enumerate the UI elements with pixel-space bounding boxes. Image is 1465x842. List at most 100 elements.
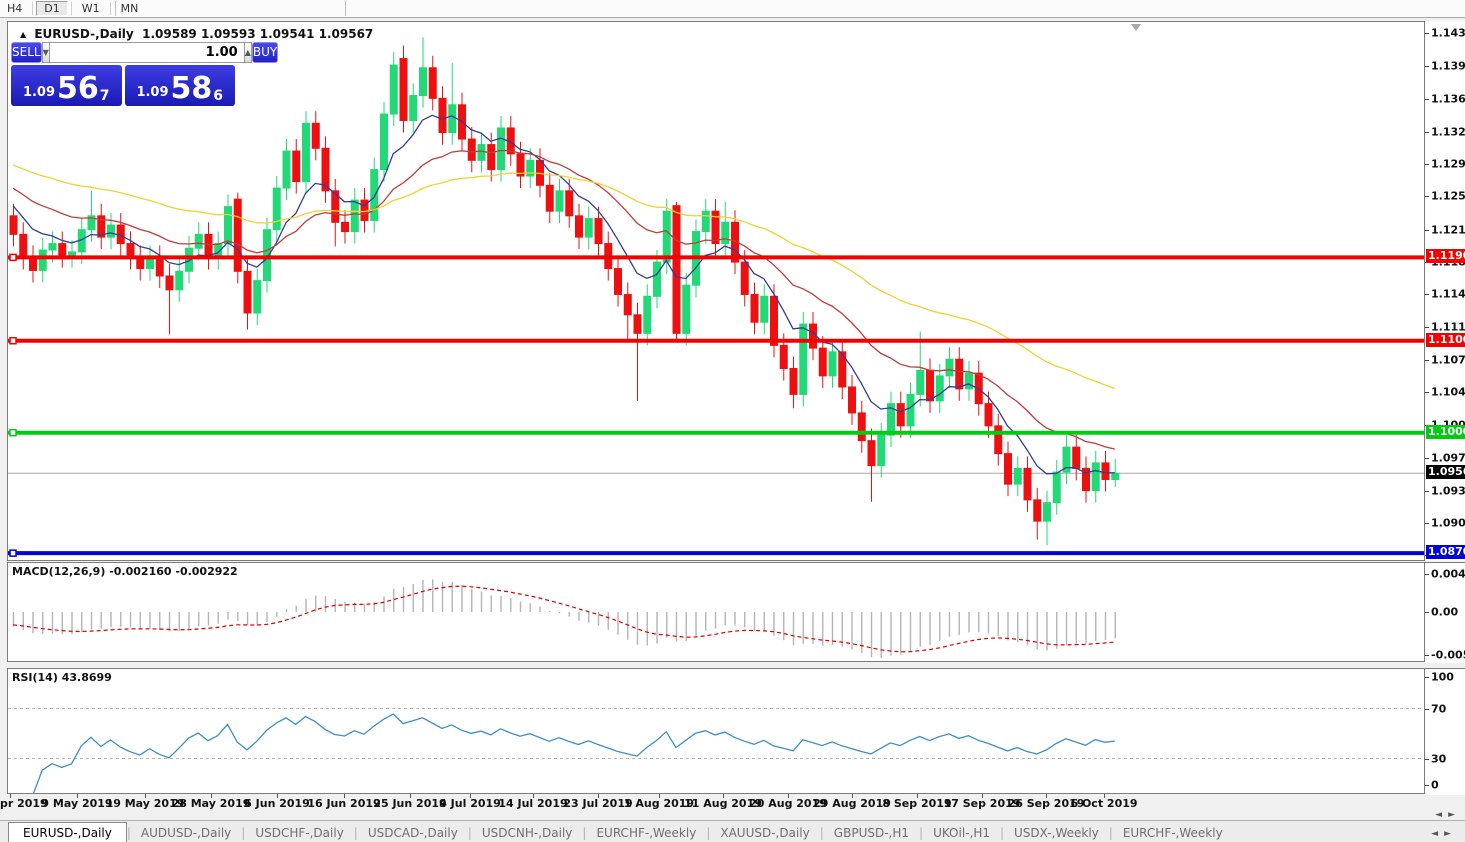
volume-input[interactable]	[49, 42, 244, 63]
rsi-axis-label: 30	[1431, 752, 1447, 765]
price-chart-pane[interactable]: ▲ EURUSD-,Daily 1.09589 1.09593 1.09541 …	[7, 21, 1425, 561]
chart-title: ▲ EURUSD-,Daily 1.09589 1.09593 1.09541 …	[20, 27, 373, 41]
timeframe-button-d1[interactable]: D1	[36, 1, 68, 16]
date-tick	[277, 794, 278, 798]
macd-axis-label: 0.00	[1431, 605, 1459, 619]
sell-price-button[interactable]: 1.09 56 7	[11, 65, 122, 106]
rsi-indicator-pane[interactable]: RSI(14) 43.8699	[7, 668, 1425, 794]
chart-tab-eurusd-daily[interactable]: EURUSD-,Daily	[8, 822, 127, 842]
price-axis: 1.14310 1.13960 1.13600 1.13250 1.12900 1.125…	[1425, 21, 1465, 562]
volume-increase-icon[interactable]: ▲	[243, 42, 252, 63]
rsi-axis-label: 0	[1431, 778, 1439, 792]
toolbar-divider	[32, 2, 34, 15]
price-line-badge: 1.08704	[1426, 545, 1465, 560]
date-tick	[145, 794, 146, 798]
date-tick	[788, 794, 789, 798]
date-axis-label: 16 Jun 2019	[307, 797, 381, 810]
rsi-axis-label: 70	[1431, 702, 1447, 715]
macd-axis-label: -0.005205	[1431, 648, 1465, 662]
chart-tab-usdcad-daily[interactable]: USDCAD-,Daily	[367, 826, 458, 840]
axis-tick	[1425, 655, 1429, 656]
date-tick	[10, 794, 11, 798]
date-axis-label: 25 Jun 2019	[373, 797, 447, 810]
date-axis-label: 28 May 2019	[171, 797, 251, 810]
price-line-badge: 1.10006	[1426, 424, 1465, 439]
scroll-right-icon[interactable]: ►	[1448, 810, 1461, 820]
date-axis-label: 6 Jun 2019	[244, 797, 310, 810]
buy-price-button[interactable]: 1.09 58 6	[124, 65, 235, 106]
sell-button[interactable]: SELL	[11, 42, 42, 63]
symbol-label: EURUSD-,Daily	[34, 27, 134, 41]
buy-button[interactable]: BUY	[251, 42, 279, 63]
toolbar-divider	[345, 1, 346, 16]
price-axis-label: 1.09370	[1431, 484, 1465, 498]
tab-separator: |	[241, 826, 246, 840]
macd-axis-label: 0.004536	[1431, 567, 1465, 581]
rsi-chart[interactable]	[8, 669, 1424, 793]
collapse-panel-icon[interactable]: ▲	[20, 30, 27, 39]
candlestick-chart[interactable]	[8, 22, 1424, 560]
chart-tab-usdx-weekly[interactable]: USDX-,Weekly	[1014, 826, 1099, 840]
axis-tick	[1425, 294, 1429, 296]
date-axis-label: 17 Sep 2019	[943, 797, 1021, 810]
axis-tick	[1425, 65, 1429, 67]
tabs-scroll-left-icon[interactable]: ◄	[1431, 829, 1445, 839]
chart-tab-eurchf-weekly[interactable]: EURCHF-,Weekly	[596, 826, 697, 840]
price-axis-label: 1.10780	[1431, 353, 1465, 367]
date-axis-label: 11 Aug 2019	[684, 797, 762, 810]
axis-tick	[1425, 196, 1429, 198]
toolbar-divider	[70, 2, 72, 15]
date-axis-label: 23 Jul 2019	[563, 797, 633, 810]
date-axis-label: 4 Jul 2019	[439, 797, 501, 810]
date-tick	[723, 794, 724, 798]
date-tick	[1046, 794, 1047, 798]
axis-tick	[1425, 708, 1429, 710]
scroll-left-icon[interactable]: ◄	[1435, 810, 1449, 820]
chart-tab-gbpusd-h1[interactable]: GBPUSD-,H1	[833, 826, 910, 840]
timeframe-button-h4[interactable]: H4	[7, 2, 23, 15]
price-axis-label: 1.11140	[1431, 320, 1465, 334]
price-axis-label: 1.11490	[1431, 287, 1465, 301]
chart-tab-audusd-daily[interactable]: AUDUSD-,Daily	[140, 826, 232, 840]
tab-separator: |	[126, 826, 131, 840]
chart-tabs-bar: EURUSD-,Daily | AUDUSD-,Daily | USDCHF-,Dail…	[0, 820, 1465, 842]
chart-tab-eurchf-weekly[interactable]: EURCHF-,Weekly	[1122, 826, 1223, 840]
macd-indicator-pane[interactable]: MACD(12,26,9) -0.002160 -0.002922	[7, 562, 1425, 662]
date-axis-label: 9 May 2019	[41, 797, 113, 810]
chart-tab-xauusd-daily[interactable]: XAUUSD-,Daily	[720, 826, 810, 840]
volume-decrease-icon[interactable]: ▼	[41, 42, 50, 63]
tab-separator: |	[467, 826, 472, 840]
axis-tick	[1425, 785, 1429, 786]
date-axis-label: 14 Jul 2019	[498, 797, 568, 810]
ohlc-values: 1.09589 1.09593 1.09541 1.09567	[142, 27, 374, 41]
axis-tick	[1425, 612, 1429, 613]
date-axis-label: 20 Aug 2019	[749, 797, 827, 810]
date-tick	[982, 794, 983, 798]
date-tick	[659, 794, 660, 798]
tab-separator: |	[353, 826, 358, 840]
date-axis-label: 1 Aug 2019	[623, 797, 695, 810]
price-axis-label: 1.14310	[1431, 26, 1465, 40]
toolbar-divider	[115, 1, 116, 16]
horizontal-scrollbar[interactable]: ◄►	[0, 810, 1465, 820]
price-axis-label: 1.09720	[1431, 451, 1465, 465]
chart-tab-usdcnh-daily[interactable]: USDCNH-,Daily	[481, 826, 573, 840]
axis-tick	[1425, 360, 1429, 362]
date-tick	[410, 794, 411, 798]
axis-tick	[1425, 677, 1429, 678]
price-line-badge: 1.11000	[1426, 332, 1465, 347]
date-axis-label: 26 Sep 2019	[1007, 797, 1085, 810]
chart-tab-ukoil-h1[interactable]: UKOil-,H1	[933, 826, 990, 840]
timeframe-button-mn[interactable]: MN	[120, 2, 139, 15]
timeframe-button-w1[interactable]: W1	[81, 2, 100, 15]
axis-tick	[1425, 573, 1429, 575]
chart-tab-usdchf-daily[interactable]: USDCHF-,Daily	[255, 826, 344, 840]
price-axis-label: 1.13250	[1431, 125, 1465, 139]
price-axis-label: 1.13600	[1431, 92, 1465, 106]
axis-tick	[1425, 33, 1429, 35]
tabs-scroll-right-icon[interactable]: ►	[1444, 829, 1457, 839]
date-axis-label: 29 Aug 2019	[813, 797, 891, 810]
macd-chart[interactable]	[8, 563, 1424, 661]
